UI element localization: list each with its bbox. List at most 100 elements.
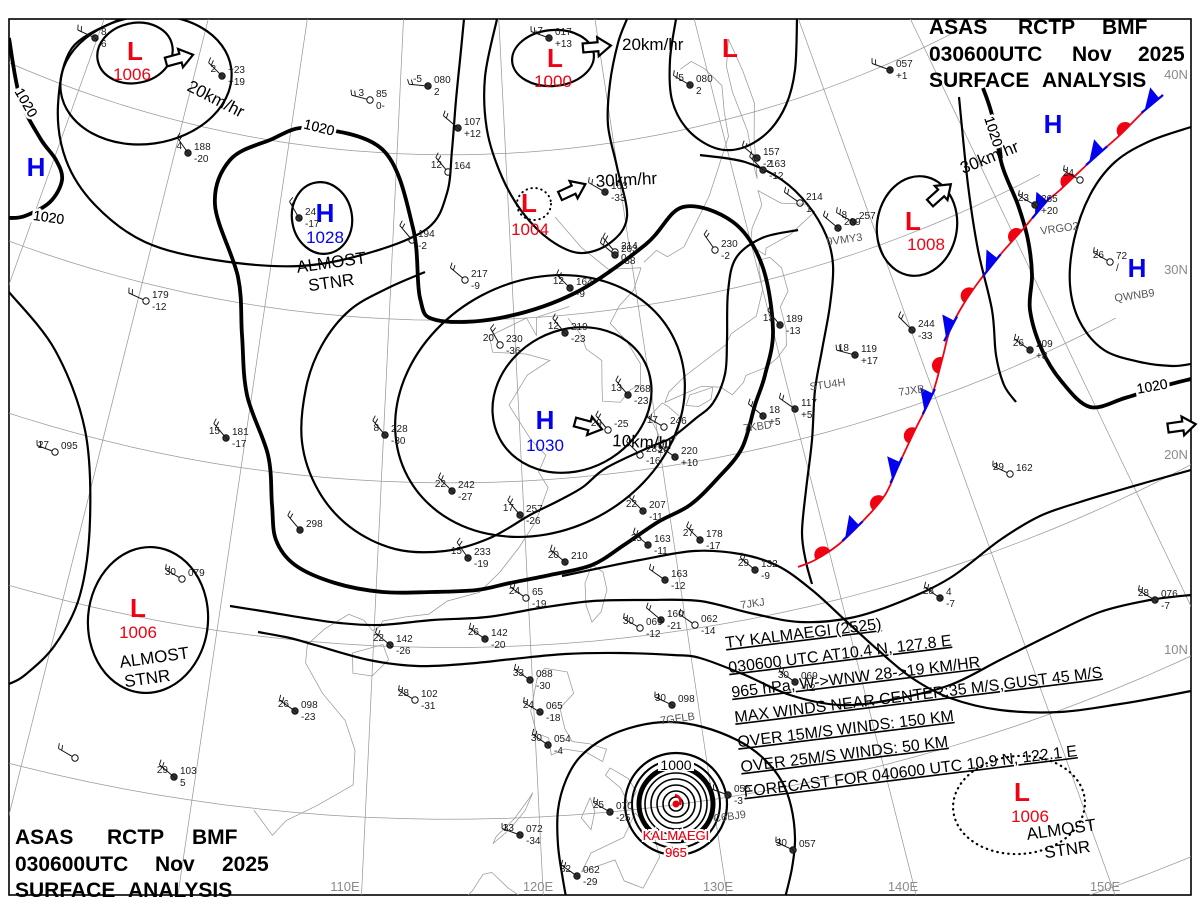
svg-text:-25: -25 bbox=[616, 813, 631, 824]
svg-text:1020: 1020 bbox=[32, 207, 65, 227]
svg-text:+8: +8 bbox=[1036, 351, 1048, 362]
svg-text:+13: +13 bbox=[555, 39, 572, 50]
svg-text:257: 257 bbox=[526, 504, 543, 515]
svg-text:965: 965 bbox=[665, 845, 687, 860]
svg-text:117: 117 bbox=[801, 398, 817, 409]
svg-text:069: 069 bbox=[646, 617, 663, 628]
svg-text:1008: 1008 bbox=[907, 235, 945, 254]
svg-text:-27: -27 bbox=[458, 492, 473, 503]
svg-text:-23: -23 bbox=[634, 396, 649, 407]
svg-text:-9: -9 bbox=[761, 571, 770, 582]
svg-text:189: 189 bbox=[786, 314, 803, 325]
svg-text:L: L bbox=[130, 593, 146, 623]
svg-text:+5: +5 bbox=[769, 417, 781, 428]
svg-text:-7: -7 bbox=[534, 26, 543, 37]
svg-text:214: 214 bbox=[621, 241, 638, 252]
svg-text:29: 29 bbox=[157, 765, 169, 776]
svg-text:242: 242 bbox=[458, 480, 475, 491]
svg-text:-4: -4 bbox=[554, 746, 563, 757]
svg-text:STU4H: STU4H bbox=[809, 377, 846, 394]
svg-text:-31: -31 bbox=[421, 701, 436, 712]
svg-text:207: 207 bbox=[649, 500, 666, 511]
svg-text:062: 062 bbox=[701, 614, 718, 625]
svg-text:6: 6 bbox=[101, 39, 107, 50]
svg-text:268: 268 bbox=[634, 384, 651, 395]
svg-text:28: 28 bbox=[923, 586, 935, 597]
svg-text:150E: 150E bbox=[1090, 879, 1121, 894]
svg-text:+5: +5 bbox=[801, 410, 813, 421]
svg-text:157: 157 bbox=[763, 147, 780, 158]
svg-text:L: L bbox=[722, 33, 738, 63]
svg-text:209: 209 bbox=[844, 217, 861, 228]
svg-text:-9: -9 bbox=[471, 281, 480, 292]
svg-text:26: 26 bbox=[278, 699, 290, 710]
svg-text:KALMAEGI: KALMAEGI bbox=[643, 828, 709, 843]
svg-text:130E: 130E bbox=[703, 879, 734, 894]
svg-text:12: 12 bbox=[553, 276, 565, 287]
svg-text:-7: -7 bbox=[1161, 601, 1170, 612]
svg-text:965: 965 bbox=[665, 845, 687, 860]
svg-text:-20: -20 bbox=[194, 154, 209, 165]
svg-text:142: 142 bbox=[491, 628, 508, 639]
svg-text:H: H bbox=[1044, 109, 1063, 139]
svg-text:1004: 1004 bbox=[511, 220, 549, 239]
svg-text:230: 230 bbox=[506, 334, 523, 345]
svg-text:-17: -17 bbox=[706, 541, 721, 552]
svg-text:178: 178 bbox=[706, 529, 723, 540]
svg-text:40N: 40N bbox=[1164, 67, 1188, 82]
svg-text:1020: 1020 bbox=[302, 116, 336, 139]
svg-text:209: 209 bbox=[1036, 339, 1053, 350]
svg-text:233: 233 bbox=[474, 547, 491, 558]
svg-text:-2: -2 bbox=[763, 159, 772, 170]
svg-text:2: 2 bbox=[210, 64, 216, 75]
svg-text:-34: -34 bbox=[526, 836, 541, 847]
svg-text:1028: 1028 bbox=[306, 228, 344, 247]
svg-text:L: L bbox=[521, 188, 537, 218]
svg-text:30N: 30N bbox=[1164, 262, 1188, 277]
svg-text:4: 4 bbox=[946, 587, 952, 598]
svg-text:20: 20 bbox=[483, 333, 495, 344]
svg-text:L: L bbox=[905, 206, 921, 236]
svg-text:+1: +1 bbox=[896, 71, 908, 82]
svg-text:13: 13 bbox=[763, 313, 775, 324]
svg-text:22: 22 bbox=[373, 633, 385, 644]
svg-text:-9: -9 bbox=[576, 289, 585, 300]
svg-text:32: 32 bbox=[560, 864, 572, 875]
svg-text:18: 18 bbox=[769, 405, 781, 416]
svg-text:H: H bbox=[1128, 253, 1147, 283]
svg-text:SURFACE: SURFACE bbox=[15, 879, 115, 902]
svg-text:L: L bbox=[1014, 777, 1030, 807]
svg-text:4: 4 bbox=[176, 141, 182, 152]
svg-text:217: 217 bbox=[471, 269, 488, 280]
svg-text:ASAS: ASAS bbox=[15, 826, 73, 849]
svg-text:-16: -16 bbox=[646, 456, 661, 467]
svg-text:+20: +20 bbox=[1041, 206, 1058, 217]
svg-text:65: 65 bbox=[532, 587, 544, 598]
svg-text:194: 194 bbox=[418, 229, 435, 240]
svg-text:220: 220 bbox=[681, 446, 698, 457]
svg-text:Nov: Nov bbox=[155, 853, 195, 876]
svg-text:7KBD: 7KBD bbox=[743, 419, 773, 435]
svg-text:160: 160 bbox=[667, 609, 684, 620]
svg-text:Nov: Nov bbox=[1072, 43, 1112, 66]
svg-text:+19: +19 bbox=[228, 77, 245, 88]
svg-text:2025: 2025 bbox=[222, 853, 269, 876]
svg-text:85: 85 bbox=[376, 89, 388, 100]
svg-text:230: 230 bbox=[721, 239, 738, 250]
svg-text:098: 098 bbox=[301, 700, 318, 711]
svg-text:188: 188 bbox=[194, 142, 211, 153]
svg-text:1030: 1030 bbox=[526, 436, 564, 455]
svg-text:164: 164 bbox=[576, 277, 593, 288]
svg-text:22: 22 bbox=[435, 479, 447, 490]
svg-text:072: 072 bbox=[526, 824, 543, 835]
svg-text:-17: -17 bbox=[305, 219, 320, 230]
svg-text:9VMY3: 9VMY3 bbox=[826, 232, 863, 249]
svg-text:27: 27 bbox=[683, 528, 695, 539]
svg-text:+23: +23 bbox=[228, 65, 245, 76]
svg-text:-26: -26 bbox=[526, 516, 541, 527]
svg-text:-19: -19 bbox=[474, 559, 489, 570]
svg-text:-26: -26 bbox=[396, 646, 411, 657]
svg-text:3: 3 bbox=[358, 88, 364, 99]
svg-text:15: 15 bbox=[451, 546, 463, 557]
svg-text:BMF: BMF bbox=[1102, 16, 1148, 39]
